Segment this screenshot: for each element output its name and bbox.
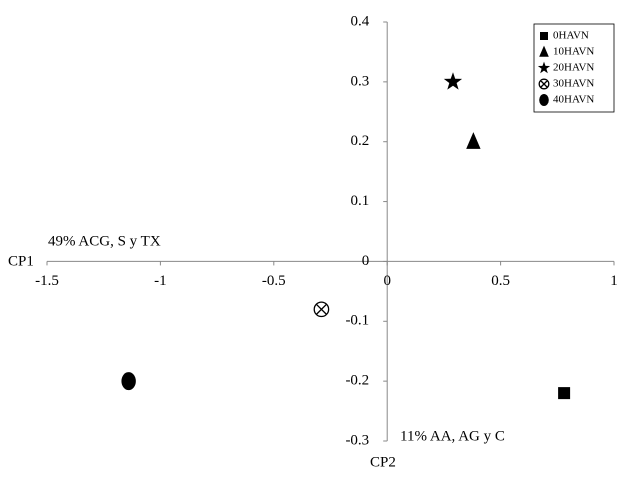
marker [313, 301, 330, 318]
legend-label: 40HAVN [553, 94, 594, 106]
y-tick-label: 0.2 [350, 133, 369, 149]
legend-marker [539, 94, 549, 106]
y-tick-label: 0.3 [350, 73, 369, 89]
y-tick-label: 0.4 [350, 13, 369, 29]
legend-marker [540, 32, 548, 40]
marker [558, 387, 571, 400]
y-tick-label: 0.1 [350, 193, 369, 209]
x-tick-label: 0.5 [491, 273, 510, 289]
x-tick-label: 1 [610, 273, 618, 289]
legend-label: 30HAVN [553, 78, 594, 90]
marker [466, 132, 481, 149]
annotation: 49% ACG, S y TX [48, 233, 161, 249]
x-tick-label: -1.5 [35, 273, 59, 289]
legend: 0HAVN 10HAVN 20HAVN 30HAVN 40HAVN [533, 23, 615, 113]
legend-label: 10HAVN [553, 46, 594, 58]
y-tick-label: 0 [362, 253, 370, 269]
x-tick-label: -0.5 [262, 273, 286, 289]
legend-marker [537, 61, 551, 74]
y-tick-label: -0.3 [345, 432, 369, 448]
y-axis-label: CP2 [370, 454, 396, 470]
marker [443, 72, 463, 90]
x-tick-label: 0 [383, 273, 391, 289]
legend-label: 20HAVN [553, 62, 594, 74]
annotation: 11% AA, AG y C [400, 428, 505, 444]
marker [121, 372, 136, 391]
legend-marker [539, 45, 549, 57]
x-tick-label: -1 [154, 273, 167, 289]
legend-marker [538, 78, 550, 90]
y-tick-label: -0.1 [345, 313, 369, 329]
x-axis-label: CP1 [8, 253, 34, 269]
legend-label: 0HAVN [553, 30, 589, 42]
y-tick-label: -0.2 [345, 373, 369, 389]
